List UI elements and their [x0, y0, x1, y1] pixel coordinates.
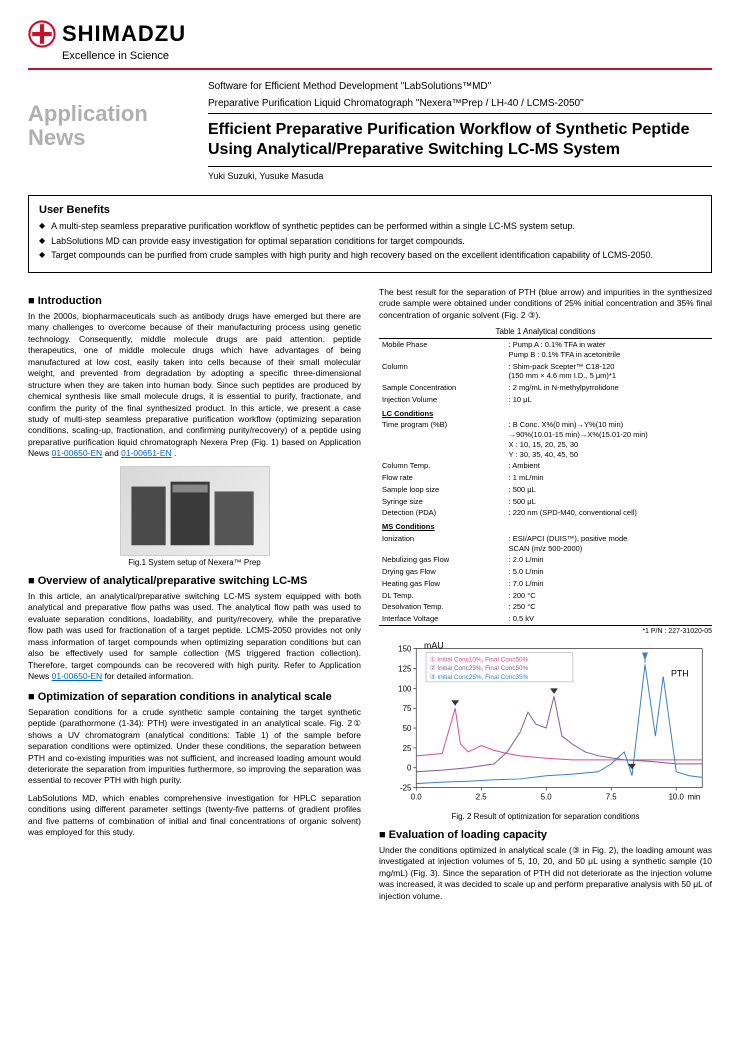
diamond-icon: ◆ — [39, 249, 45, 262]
svg-text:① Initial Conc10%, Final Conc5: ① Initial Conc10%, Final Conc50% — [430, 656, 529, 663]
table-row: Interface Voltage: 0.5 kV — [379, 613, 712, 625]
table-row: DL Temp.: 200 °C — [379, 590, 712, 602]
diamond-icon: ◆ — [39, 220, 45, 233]
benefit-item: ◆Target compounds can be purified from c… — [39, 249, 701, 262]
left-column: Introduction In the 2000s, biopharmaceut… — [28, 287, 361, 909]
svg-text:min: min — [688, 792, 701, 801]
svg-text:7.5: 7.5 — [606, 792, 618, 801]
title-block: Application News Software for Efficient … — [28, 80, 712, 181]
svg-text:0: 0 — [407, 764, 412, 773]
software-line-1: Software for Efficient Method Developmen… — [208, 80, 712, 94]
svg-text:PTH: PTH — [671, 668, 689, 678]
table-row: Mobile Phase: Pump A : 0.1% TFA in water… — [379, 339, 712, 361]
overview-body: In this article, an analytical/preparati… — [28, 591, 361, 683]
table-group: MS Conditions — [379, 519, 712, 533]
table-row: Syringe size: 500 μL — [379, 496, 712, 508]
svg-text:100: 100 — [398, 684, 412, 693]
fig1-caption: Fig.1 System setup of Nexera™ Prep — [28, 558, 361, 567]
table-row: Nebulizing gas Flow: 2.0 L/min — [379, 554, 712, 566]
benefit-item: ◆LabSolutions MD can provide easy invest… — [39, 235, 701, 248]
svg-text:0.0: 0.0 — [411, 792, 423, 801]
fig2-chart: -25 0 25 50 75 100 125 150 0.0 2.5 5.0 7.5 10.0 mAU mi… — [379, 639, 712, 812]
table-row: Desolvation Temp.: 250 °C — [379, 601, 712, 613]
right-column: The best result for the separation of PT… — [379, 287, 712, 909]
brand-name: SHIMADZU — [62, 21, 186, 47]
table-row: Detection (PDA): 220 nm (SPD-M40, conven… — [379, 507, 712, 519]
table1-caption: Table 1 Analytical conditions — [379, 327, 712, 336]
svg-text:50: 50 — [403, 724, 412, 733]
authors: Yuki Suzuki, Yusuke Masuda — [208, 171, 712, 181]
brand-logo: SHIMADZU — [28, 20, 186, 48]
loading-body: Under the conditions optimized in analyt… — [379, 845, 712, 902]
tagline: Excellence in Science — [62, 50, 186, 62]
table-row: Time program (%B): B Conc. X%(0 min)→Y%(… — [379, 419, 712, 460]
link-00651[interactable]: 01-00651-EN — [121, 448, 172, 458]
table-row: Column: Shim-pack Scepter™ C18-120 (150 … — [379, 361, 712, 383]
svg-text:2.5: 2.5 — [476, 792, 488, 801]
header: SHIMADZU Excellence in Science — [28, 20, 712, 62]
link-00650-b[interactable]: 01-00650-EN — [52, 671, 103, 681]
svg-text:75: 75 — [403, 704, 412, 713]
diamond-icon: ◆ — [39, 235, 45, 248]
loading-heading: Evaluation of loading capacity — [379, 829, 712, 841]
table1: Mobile Phase: Pump A : 0.1% TFA in water… — [379, 338, 712, 626]
fig2-caption: Fig. 2 Result of optimization for separa… — [379, 812, 712, 821]
table-row: Injection Volume: 10 μL — [379, 394, 712, 406]
table-row: Flow rate: 1 mL/min — [379, 472, 712, 484]
intro-body: In the 2000s, biopharmaceuticals such as… — [28, 311, 361, 460]
svg-text:5.0: 5.0 — [541, 792, 553, 801]
intro-heading: Introduction — [28, 295, 361, 307]
page: SHIMADZU Excellence in Science Applicati… — [0, 0, 740, 928]
table-row: Sample Concentration: 2 mg/mL in N-methy… — [379, 382, 712, 394]
svg-text:125: 125 — [398, 664, 412, 673]
svg-text:② Initial Conc25%, Final Conc5: ② Initial Conc25%, Final Conc50% — [430, 665, 529, 672]
table-row: Ionization: ESI/APCI (DUIS™), positive m… — [379, 533, 712, 555]
optimization-heading: Optimization of separation conditions in… — [28, 691, 361, 703]
chart-note: *1 P/N : 227-31020-05 — [379, 628, 712, 635]
optimization-body-1: Separation conditions for a crude synthe… — [28, 707, 361, 787]
link-00650[interactable]: 01-00650-EN — [52, 448, 103, 458]
user-benefits-box: User Benefits ◆A multi-step seamless pre… — [28, 195, 712, 273]
header-rule — [28, 68, 712, 70]
shimadzu-logo-icon — [28, 20, 56, 48]
benefit-item: ◆A multi-step seamless preparative purif… — [39, 220, 701, 233]
table-row: Column Temp.: Ambient — [379, 460, 712, 472]
software-line-2: Preparative Purification Liquid Chromato… — [208, 97, 712, 111]
main-title: Efficient Preparative Purification Workf… — [208, 113, 712, 167]
svg-text:150: 150 — [398, 644, 412, 653]
optimization-body-2: LabSolutions MD, which enables comprehen… — [28, 793, 361, 839]
table-row: Sample loop size: 500 μL — [379, 484, 712, 496]
svg-text:25: 25 — [403, 744, 412, 753]
overview-heading: Overview of analytical/preparative switc… — [28, 575, 361, 587]
svg-text:mAU: mAU — [424, 641, 444, 651]
table-group: LC Conditions — [379, 406, 712, 420]
table-row: Drying gas Flow: 5.0 L/min — [379, 566, 712, 578]
right-intro: The best result for the separation of PT… — [379, 287, 712, 321]
svg-text:10.0: 10.0 — [669, 792, 685, 801]
application-news-label: Application News — [28, 80, 188, 181]
svg-text:③ Initial Conc25%, Final Conc3: ③ Initial Conc25%, Final Conc35% — [430, 674, 529, 681]
body-columns: Introduction In the 2000s, biopharmaceut… — [28, 287, 712, 909]
table-row: Heating gas Flow: 7.0 L/min — [379, 578, 712, 590]
fig1-image — [120, 466, 270, 556]
svg-text:-25: -25 — [400, 784, 412, 793]
user-benefits-title: User Benefits — [39, 204, 701, 216]
